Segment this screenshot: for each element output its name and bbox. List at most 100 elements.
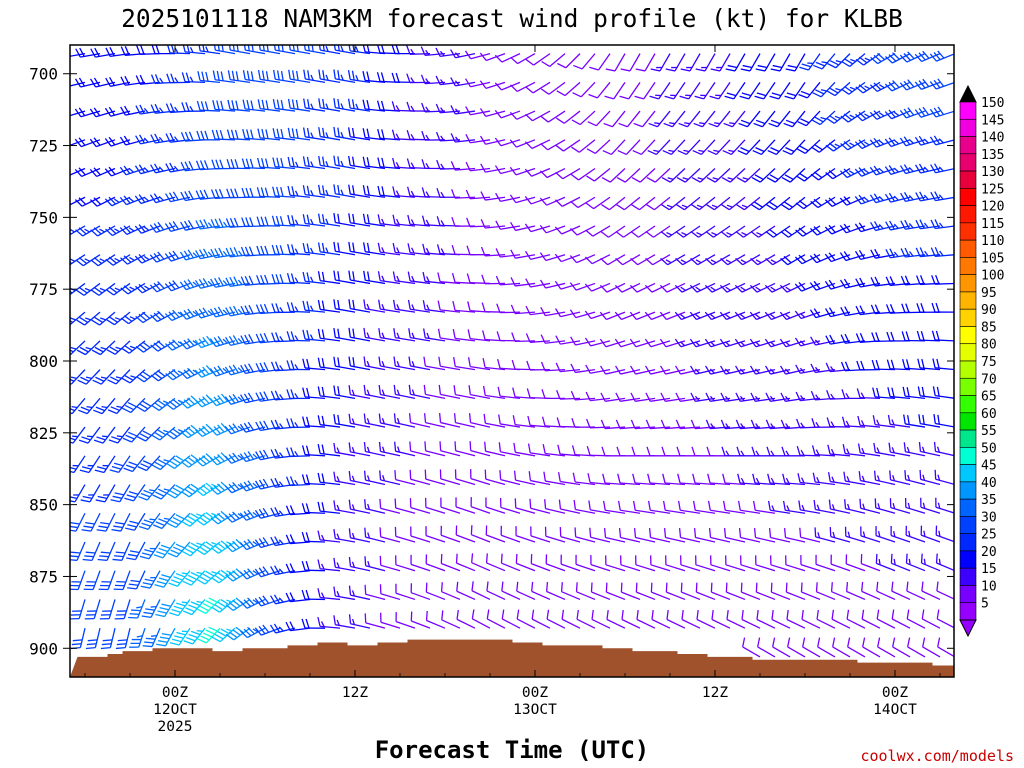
barb-feather	[710, 423, 715, 429]
barb-feather	[908, 166, 914, 173]
barb-staff	[515, 311, 536, 315]
barb-feather	[237, 396, 243, 402]
barb-feather	[366, 446, 370, 453]
barb-feather	[828, 252, 836, 261]
wind-barb	[452, 300, 476, 313]
barb-feather	[291, 186, 295, 196]
barb-feather	[422, 300, 426, 310]
wind-barb	[690, 419, 716, 430]
barb-feather	[665, 259, 672, 264]
barb-feather	[467, 357, 471, 367]
wind-barb	[120, 254, 146, 265]
barb-staff	[921, 562, 941, 572]
barb-feather	[540, 306, 546, 316]
barb-feather	[407, 271, 411, 282]
barb-staff	[547, 110, 566, 123]
barb-feather	[100, 551, 111, 554]
wind-barb	[782, 500, 806, 514]
barb-feather	[131, 609, 141, 612]
barb-feather	[767, 500, 771, 511]
wind-barb	[766, 168, 791, 183]
barb-feather	[800, 582, 803, 593]
barb-feather	[539, 252, 547, 261]
barb-feather	[165, 432, 175, 440]
barb-feather	[644, 311, 652, 320]
barb-feather	[425, 247, 430, 254]
barb-feather	[225, 544, 233, 553]
barb-feather	[168, 251, 176, 261]
barb-feather	[187, 249, 194, 259]
barb-feather	[859, 333, 865, 343]
barb-feather	[109, 76, 115, 86]
barb-feather	[755, 423, 760, 429]
barb-feather	[659, 311, 667, 320]
barb-staff	[651, 591, 671, 601]
barb-feather	[453, 357, 456, 367]
barb-feather	[585, 202, 594, 210]
barb-staff	[441, 591, 461, 601]
wind-barb	[569, 282, 596, 291]
barb-staff	[121, 541, 131, 561]
barb-feather	[674, 284, 683, 293]
barb-staff	[575, 340, 596, 346]
barb-feather	[270, 390, 276, 401]
barb-staff	[380, 564, 401, 572]
barb-feather	[110, 499, 120, 503]
wind-barb	[513, 442, 536, 457]
barb-feather	[153, 163, 160, 173]
wind-barb	[108, 426, 131, 444]
barb-feather	[348, 356, 351, 367]
barb-feather	[274, 448, 280, 458]
barb-feather	[678, 122, 688, 128]
barb-feather	[843, 471, 846, 482]
barb-feather	[211, 541, 218, 546]
barb-feather	[630, 230, 639, 238]
barb-feather	[468, 385, 471, 395]
barb-feather	[187, 397, 195, 405]
wind-barb	[226, 129, 251, 141]
wind-barb	[465, 134, 491, 144]
wind-barb	[526, 360, 551, 371]
barb-feather	[280, 129, 284, 139]
barb-feather	[230, 188, 235, 198]
barb-feather	[858, 111, 867, 120]
wind-barb	[486, 581, 506, 601]
barb-feather	[286, 360, 291, 370]
barb-feather	[138, 164, 146, 174]
barb-feather	[556, 90, 566, 97]
wind-barb	[271, 244, 296, 256]
barb-feather	[348, 499, 352, 510]
wind-barb	[515, 553, 536, 572]
barb-staff	[500, 451, 521, 457]
barb-feather	[229, 247, 235, 257]
wind-barb	[755, 582, 776, 601]
wind-barb	[333, 69, 356, 83]
barb-feather	[693, 122, 703, 128]
barb-feather	[168, 371, 177, 379]
barb-feather	[710, 313, 716, 319]
barb-feather	[240, 335, 246, 345]
barb-feather	[666, 204, 673, 208]
barb-feather	[922, 474, 926, 481]
barb-feather	[772, 64, 783, 69]
wind-barb	[128, 599, 146, 619]
barb-feather	[70, 353, 71, 356]
barb-feather	[294, 219, 299, 226]
wind-barb	[525, 81, 551, 94]
wind-barb	[422, 243, 446, 256]
barb-feather	[179, 311, 187, 320]
barb-feather	[75, 259, 84, 267]
wind-barb	[317, 213, 341, 227]
barb-feather	[892, 475, 896, 482]
barb-feather	[115, 346, 122, 350]
barb-feather	[921, 609, 925, 620]
barb-feather	[511, 332, 516, 342]
barb-feather	[165, 133, 171, 143]
barb-feather	[824, 226, 833, 235]
barb-feather	[270, 566, 276, 575]
barb-feather	[501, 609, 505, 620]
wind-barb	[456, 581, 476, 601]
barb-feather	[198, 427, 207, 436]
barb-staff	[605, 509, 626, 514]
wind-barb	[180, 190, 206, 202]
